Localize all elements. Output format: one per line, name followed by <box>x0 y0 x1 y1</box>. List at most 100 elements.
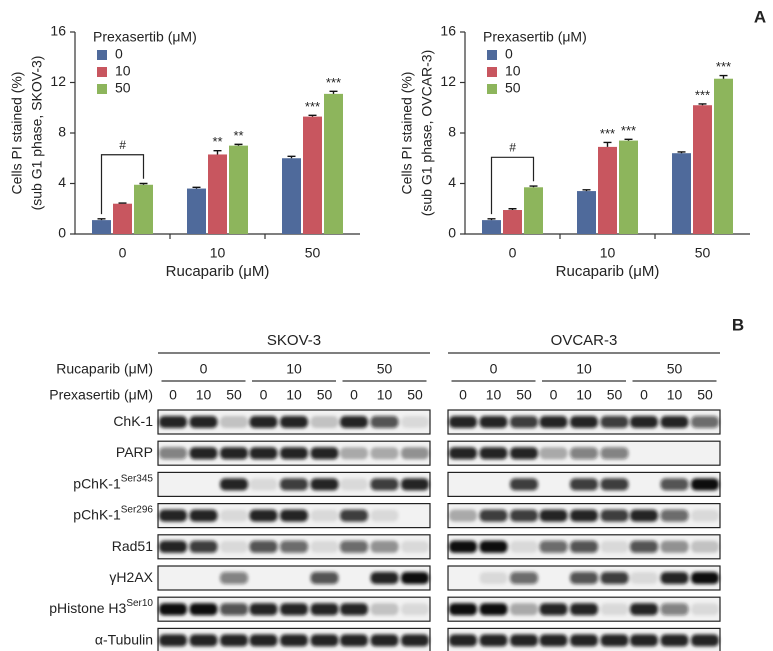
error-bar <box>529 185 538 188</box>
band <box>570 572 598 584</box>
error-bar <box>698 103 707 106</box>
x-tick-label: 50 <box>695 245 711 261</box>
band <box>510 540 538 553</box>
band <box>370 634 399 647</box>
bar <box>672 153 691 234</box>
band <box>220 478 248 491</box>
band <box>449 603 477 616</box>
y-tick-label: 16 <box>50 23 66 39</box>
band <box>600 478 629 491</box>
bar <box>324 93 343 234</box>
significance-label: *** <box>695 87 710 102</box>
band <box>630 540 658 553</box>
band <box>540 478 568 490</box>
row-superscript: Ser10 <box>126 598 153 609</box>
band <box>370 509 399 522</box>
y-tick-label: 16 <box>440 23 456 39</box>
y-tick-label: 12 <box>50 73 66 89</box>
band <box>480 478 508 490</box>
prexasertib-dose: 50 <box>317 387 333 403</box>
legend-label: 0 <box>115 46 123 62</box>
band <box>570 540 598 553</box>
row-name: pChK-1 <box>73 506 121 522</box>
bar <box>577 191 596 234</box>
error-bar <box>192 186 201 189</box>
error-bar <box>234 143 243 146</box>
legend-swatch <box>97 50 107 60</box>
band <box>539 416 568 428</box>
legend-label: 10 <box>115 63 131 79</box>
band <box>310 572 339 584</box>
band <box>310 447 339 460</box>
prexasertib-dose: 10 <box>286 387 302 403</box>
band <box>479 603 508 616</box>
rucaparib-dose: 0 <box>490 361 498 377</box>
legend-label: 50 <box>115 80 131 96</box>
y-tick-label: 4 <box>58 174 66 190</box>
band <box>249 634 278 647</box>
band <box>189 447 218 460</box>
error-bar <box>508 208 517 211</box>
row-label: α-Tubulin <box>95 631 153 647</box>
band <box>539 603 568 616</box>
bar <box>303 116 322 234</box>
prexasertib-dose: 10 <box>667 387 683 403</box>
prexasertib-label: Prexasertib (μM) <box>49 387 153 403</box>
band <box>661 447 689 459</box>
error-bar <box>624 138 633 141</box>
prexasertib-dose: 50 <box>697 387 713 403</box>
y-tick-label: 8 <box>58 124 66 140</box>
x-tick-label: 0 <box>509 245 517 261</box>
band <box>370 540 399 553</box>
band <box>630 478 658 490</box>
band <box>340 572 368 584</box>
band <box>401 478 429 491</box>
band <box>280 509 308 522</box>
prexasertib-dose: 0 <box>550 387 558 403</box>
x-tick-label: 0 <box>119 245 127 261</box>
error-bar <box>97 218 106 221</box>
band <box>220 509 248 522</box>
band <box>340 447 368 460</box>
band <box>249 478 278 491</box>
legend-swatch <box>487 50 497 60</box>
x-axis-label: Rucaparib (μM) <box>166 263 270 280</box>
band <box>691 572 719 584</box>
band <box>449 447 477 460</box>
band <box>449 509 477 522</box>
prexasertib-dose: 0 <box>169 387 177 403</box>
band <box>280 478 308 491</box>
band <box>159 447 187 460</box>
band <box>630 572 658 584</box>
row-label: PARP <box>116 444 153 460</box>
error-bar <box>719 74 728 79</box>
rucaparib-dose: 10 <box>576 361 592 377</box>
y-axis-label: (sub G1 phase, OVCAR-3) <box>419 50 435 217</box>
row-superscript: Ser296 <box>121 504 154 515</box>
bar <box>208 154 227 234</box>
band <box>250 572 278 584</box>
band <box>570 509 598 522</box>
row-label: pHistone H3Ser10 <box>49 598 153 616</box>
band <box>159 416 187 428</box>
band <box>479 634 508 647</box>
band <box>280 540 308 553</box>
band <box>340 634 368 647</box>
band <box>510 509 538 522</box>
band <box>479 447 508 460</box>
band <box>249 509 278 522</box>
band <box>570 603 598 616</box>
legend-title: Prexasertib (μM) <box>483 29 587 45</box>
bar <box>282 158 301 234</box>
band <box>510 447 538 460</box>
y-tick-label: 0 <box>58 225 66 241</box>
band <box>280 634 308 647</box>
band <box>401 634 429 647</box>
band <box>600 447 629 460</box>
legend-swatch <box>97 84 107 94</box>
panel-label: A <box>754 7 766 26</box>
band <box>600 416 629 428</box>
band <box>190 572 218 584</box>
band <box>220 603 248 616</box>
